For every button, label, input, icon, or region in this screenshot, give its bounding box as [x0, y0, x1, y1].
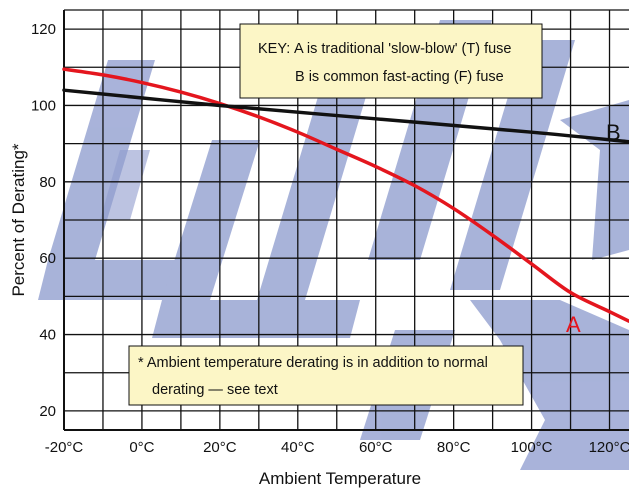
- series-label-b: B: [606, 120, 621, 145]
- y-tick-label: 60: [39, 250, 56, 267]
- x-tick-label: 0°C: [129, 439, 154, 456]
- y-axis-title: Percent of Derating*: [9, 143, 28, 296]
- x-tick-label: 20°C: [203, 439, 237, 456]
- x-tick-label: 60°C: [359, 439, 393, 456]
- x-tick-label: -20°C: [45, 439, 84, 456]
- key-line-b: B is common fast-acting (F) fuse: [295, 69, 504, 85]
- key-box: KEY: A is traditional 'slow-blow' (T) fu…: [239, 23, 543, 99]
- x-tick-label: 120°C: [589, 439, 629, 456]
- y-tick-label: 120: [31, 21, 56, 38]
- y-tick-label: 20: [39, 403, 56, 420]
- key-line-a: A is traditional 'slow-blow' (T) fuse: [294, 41, 511, 57]
- key-box-background: [239, 23, 543, 99]
- note-line-2: derating — see text: [152, 382, 278, 398]
- series-line-a: [62, 67, 629, 323]
- note-line-1: * Ambient temperature derating is in add…: [138, 355, 488, 371]
- tick-labels: -20°C 0°C 20°C 40°C 60°C 80°C 100°C 120°C 20 40 60…: [31, 21, 629, 456]
- note-box: * Ambient temperature derating is in add…: [128, 345, 524, 406]
- y-tick-label: 80: [39, 174, 56, 191]
- note-box-background: [128, 345, 524, 406]
- x-tick-label: 100°C: [511, 439, 553, 456]
- x-tick-label: 40°C: [281, 439, 315, 456]
- series-line-b: [62, 88, 629, 144]
- series-label-a: A: [566, 312, 581, 337]
- y-tick-label: 100: [31, 97, 56, 114]
- key-label: KEY: [258, 41, 287, 57]
- y-tick-label: 40: [39, 327, 56, 344]
- svg-text:KEY:: KEY:: [258, 41, 290, 57]
- x-tick-label: 80°C: [437, 439, 471, 456]
- series-layer: [62, 67, 629, 323]
- x-axis-title: Ambient Temperature: [259, 469, 421, 488]
